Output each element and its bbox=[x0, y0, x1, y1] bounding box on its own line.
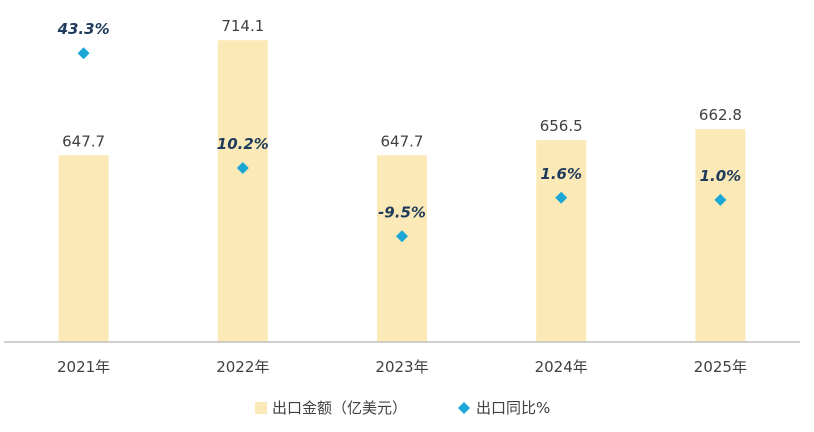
bar-1 bbox=[58, 155, 109, 342]
bar-4 bbox=[536, 140, 587, 342]
legend-label-yoy: 出口同比% bbox=[476, 399, 550, 417]
x-tick-label: 2021年 bbox=[57, 358, 110, 376]
yoy-value-label: 1.0% bbox=[700, 167, 742, 185]
bars-layer bbox=[58, 40, 746, 343]
yoy-value-label: 43.3% bbox=[57, 20, 110, 38]
yoy-labels-layer: 43.3% 10.2% -9.5% 1.6% 1.0% bbox=[57, 20, 742, 221]
yoy-marker-4 bbox=[555, 191, 568, 204]
bar-value-label: 714.1 bbox=[221, 17, 264, 35]
legend-swatch-bar bbox=[255, 402, 267, 414]
legend-swatch-diamond bbox=[458, 402, 470, 414]
yoy-value-label: 10.2% bbox=[217, 135, 269, 153]
yoy-marker-1 bbox=[77, 47, 90, 60]
bar-value-label: 656.5 bbox=[540, 117, 583, 135]
yoy-marker-2 bbox=[236, 161, 249, 174]
yoy-marker-3 bbox=[396, 230, 408, 243]
bar-5 bbox=[695, 129, 746, 342]
yoy-value-label: -9.5% bbox=[378, 203, 426, 221]
bar-value-label: 647.7 bbox=[62, 132, 105, 150]
x-tick-label: 2025年 bbox=[694, 358, 747, 376]
bar-labels-layer: 647.7 714.1 647.7 656.5 662.8 bbox=[62, 17, 742, 150]
legend-label-bar: 出口金额（亿美元） bbox=[272, 399, 407, 417]
x-tick-label: 2023年 bbox=[375, 358, 428, 376]
legend: 出口金额（亿美元） 出口同比% bbox=[255, 399, 550, 417]
x-tick-labels: 2021年 2022年 2023年 2024年 2025年 bbox=[57, 358, 747, 376]
bar-value-label: 662.8 bbox=[699, 106, 742, 124]
bar-3 bbox=[377, 155, 427, 342]
bar-value-label: 647.7 bbox=[381, 132, 424, 150]
yoy-value-label: 1.6% bbox=[540, 165, 582, 183]
x-tick-label: 2024年 bbox=[535, 358, 588, 376]
yoy-markers-layer bbox=[77, 47, 727, 243]
bar-2 bbox=[217, 40, 268, 343]
x-tick-label: 2022年 bbox=[216, 358, 269, 376]
yoy-marker-5 bbox=[714, 193, 727, 206]
